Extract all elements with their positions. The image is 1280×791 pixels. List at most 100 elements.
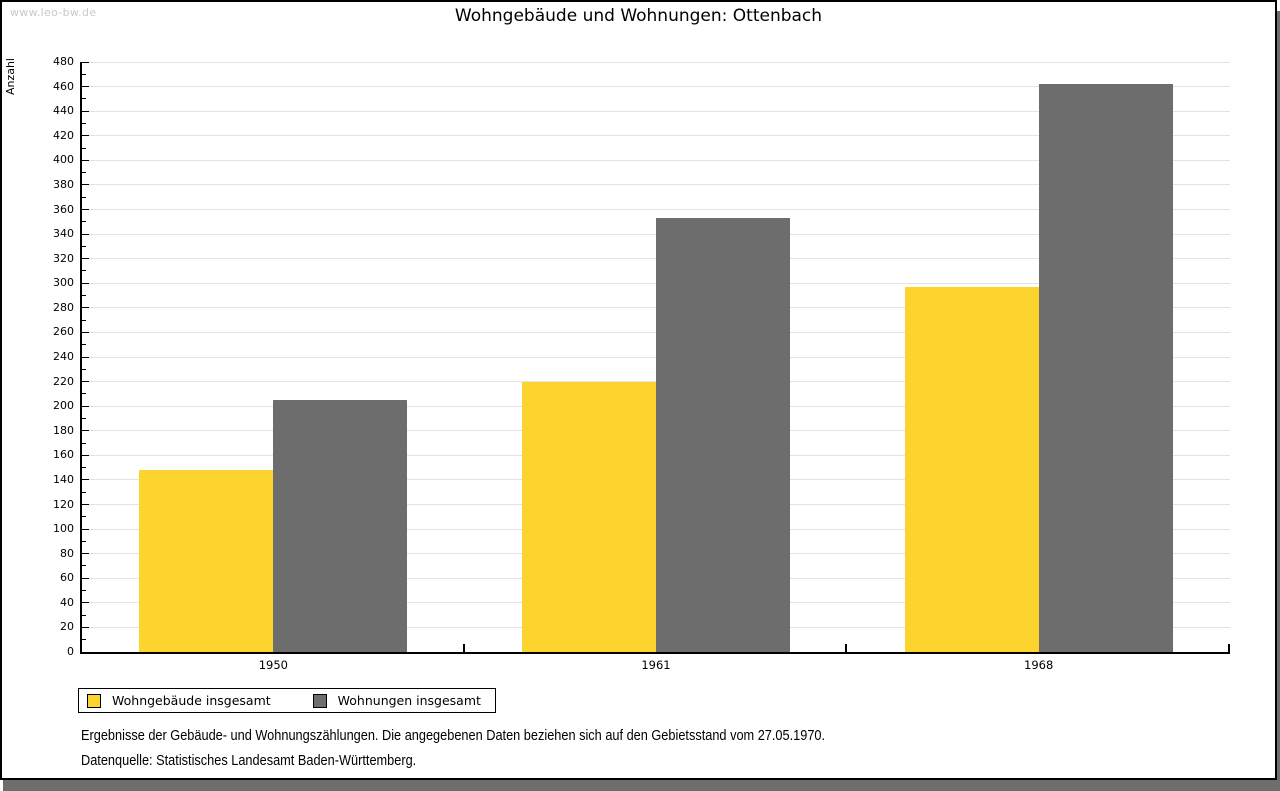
y-tick-label: 160 <box>53 448 74 462</box>
y-tick-label: 220 <box>53 374 74 388</box>
bar-wohnungen-1961 <box>656 218 790 652</box>
y-tick-major <box>82 209 89 210</box>
y-tick-minor <box>82 295 86 297</box>
y-tick-label: 480 <box>53 55 74 68</box>
legend-item-wohnungen: Wohnungen insgesamt <box>312 693 481 708</box>
x-tick <box>1228 644 1230 652</box>
y-tick-minor <box>82 344 86 346</box>
y-tick-label: 240 <box>53 350 74 363</box>
footnote-line-2: Datenquelle: Statistisches Landesamt Bad… <box>81 752 417 769</box>
y-tick-minor <box>82 147 86 149</box>
y-tick-minor <box>82 122 86 124</box>
y-tick-label: 400 <box>53 153 74 167</box>
legend: Wohngebäude insgesamt Wohnungen insgesam… <box>78 688 496 713</box>
gridline <box>82 61 1230 63</box>
y-tick-minor <box>82 565 86 567</box>
gridline <box>82 159 1230 161</box>
y-tick-minor <box>82 590 86 592</box>
y-tick-label: 420 <box>53 128 74 142</box>
y-tick-minor <box>82 467 86 469</box>
y-tick-major <box>82 86 89 88</box>
footnote-line-1: Ergebnisse der Gebäude- und Wohnungszähl… <box>81 727 826 744</box>
bar-wohngebaeude-1961 <box>522 382 656 652</box>
y-tick-major <box>82 504 89 505</box>
x-tick-label: 1950 <box>258 658 288 672</box>
y-tick-label: 440 <box>53 104 74 118</box>
y-tick-minor <box>82 417 86 419</box>
y-tick-label: 460 <box>53 79 74 93</box>
y-tick-label: 80 <box>60 546 74 560</box>
y-tick-major <box>82 454 89 456</box>
y-tick-major <box>82 553 89 555</box>
y-tick-label: 120 <box>53 497 74 511</box>
y-tick-major <box>82 307 89 309</box>
gridline <box>82 209 1230 210</box>
y-tick-label: 0 <box>67 645 74 658</box>
y-tick-minor <box>82 319 86 321</box>
y-tick-major <box>82 282 89 284</box>
y-tick-label: 340 <box>53 227 74 241</box>
y-tick-label: 200 <box>53 399 74 413</box>
x-tick-label: 1968 <box>1024 658 1054 672</box>
y-tick-major <box>82 356 89 358</box>
y-tick-label: 60 <box>60 571 74 585</box>
y-tick-label: 180 <box>53 423 74 437</box>
gridline <box>82 86 1230 88</box>
bar-wohngebaeude-1950 <box>139 470 273 652</box>
y-tick-major <box>82 258 89 260</box>
legend-swatch-yellow-icon <box>87 693 101 708</box>
y-tick-minor <box>82 73 86 75</box>
y-tick-label: 300 <box>53 276 74 290</box>
y-axis-line <box>80 62 82 654</box>
y-tick-major <box>82 184 89 186</box>
y-tick-major <box>82 135 89 137</box>
legend-label: Wohnungen insgesamt <box>337 693 481 708</box>
y-tick-minor <box>82 270 86 272</box>
x-tick-label: 1961 <box>641 658 671 672</box>
gridline <box>82 184 1230 186</box>
y-tick-major <box>82 577 89 579</box>
y-tick-minor <box>82 368 86 370</box>
y-tick-label: 360 <box>53 202 74 216</box>
gridline <box>82 135 1230 137</box>
y-tick-minor <box>82 98 86 100</box>
y-tick-major <box>82 430 89 432</box>
y-tick-label: 320 <box>53 251 74 265</box>
y-tick-major <box>82 528 89 530</box>
y-tick-major <box>82 479 89 481</box>
y-tick-major <box>82 331 89 333</box>
y-tick-minor <box>82 516 86 518</box>
x-tick <box>463 644 465 652</box>
page-title: Wohngebäude und Wohnungen: Ottenbach <box>454 6 823 26</box>
y-tick-major <box>82 61 89 63</box>
y-tick-major <box>82 405 89 407</box>
y-tick-major <box>82 381 89 383</box>
plot-area: 20 40 60 80 100 120 140 160 180 200 220 240 260 280 30… <box>53 56 1230 672</box>
bar-wohnungen-1950 <box>273 400 407 652</box>
y-tick-label: 100 <box>53 522 74 536</box>
y-tick-minor <box>82 491 86 493</box>
y-tick-label: 380 <box>53 177 74 191</box>
x-tick <box>845 644 847 652</box>
watermark: www.leo-bw.de <box>10 6 97 19</box>
bar-wohnungen-1968 <box>1039 84 1173 652</box>
y-tick-major <box>82 626 89 628</box>
y-tick-major <box>82 159 89 161</box>
y-axis-title: Anzahl <box>4 58 17 96</box>
y-tick-minor <box>82 442 86 444</box>
y-tick-label: 40 <box>60 595 74 609</box>
y-tick-major <box>82 233 89 235</box>
y-tick-minor <box>82 196 86 198</box>
y-tick-label: 140 <box>53 472 74 486</box>
y-tick-major <box>82 602 89 604</box>
y-tick-label: 280 <box>53 300 74 314</box>
legend-swatch-gray-icon <box>312 693 327 708</box>
legend-label: Wohngebäude insgesamt <box>112 693 271 708</box>
y-tick-minor <box>82 540 86 542</box>
y-tick-minor <box>82 245 86 247</box>
y-tick-minor <box>82 393 86 395</box>
y-tick-label: 20 <box>60 620 74 634</box>
bar-wohngebaeude-1968 <box>905 287 1039 652</box>
y-tick-label: 260 <box>53 325 74 339</box>
